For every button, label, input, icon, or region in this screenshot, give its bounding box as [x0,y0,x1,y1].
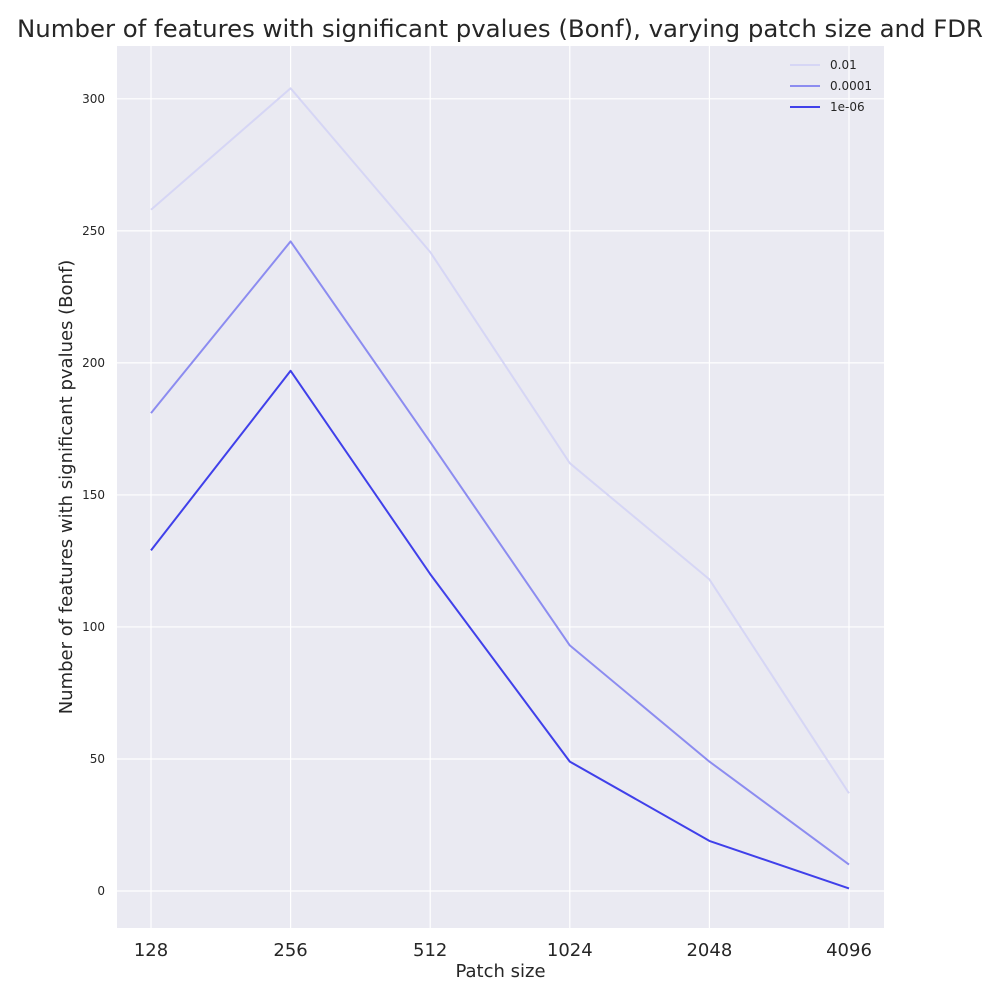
plot-area [117,46,884,928]
legend: 0.01 0.0001 1e-06 [790,58,872,114]
x-tick-label: 4096 [826,940,872,961]
x-tick-label: 2048 [686,940,732,961]
x-axis-label: Patch size [455,961,545,982]
series-lines [150,87,850,890]
chart-title: Number of features with significant pval… [17,15,983,43]
y-tick-label: 0 [97,884,105,898]
legend-entry: 0.01 [830,58,857,72]
x-tick-label: 256 [273,940,307,961]
y-axis-label: Number of features with significant pval… [56,260,77,715]
legend-entry: 0.0001 [830,79,872,93]
y-axis-ticks: 0 50 100 150 200 250 300 [82,92,105,898]
x-tick-label: 512 [413,940,447,961]
y-tick-label: 100 [82,620,105,634]
series-line [150,369,850,890]
x-tick-label: 128 [134,940,168,961]
grid [117,46,884,928]
series-line [150,240,850,866]
y-tick-label: 200 [82,356,105,370]
y-tick-label: 150 [82,488,105,502]
y-tick-label: 50 [90,752,105,766]
y-tick-label: 250 [82,224,105,238]
legend-entry: 1e-06 [830,100,865,114]
series-line [150,87,850,794]
y-tick-label: 300 [82,92,105,106]
x-tick-label: 1024 [547,940,593,961]
x-axis-ticks: 128 256 512 1024 2048 4096 [134,940,872,961]
